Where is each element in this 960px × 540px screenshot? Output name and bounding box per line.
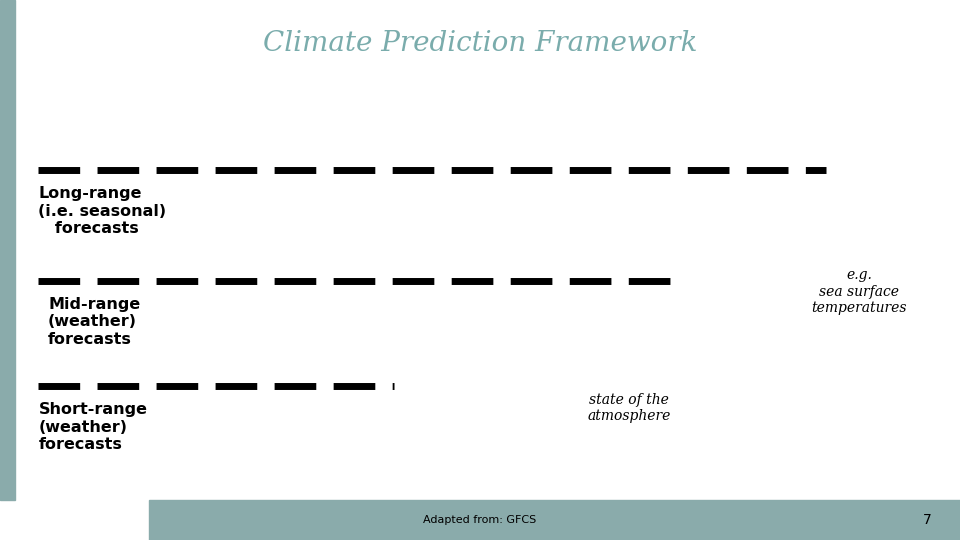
Text: state of the
atmosphere: state of the atmosphere	[588, 393, 670, 423]
Text: Long-range
(i.e. seasonal)
   forecasts: Long-range (i.e. seasonal) forecasts	[38, 186, 166, 236]
Bar	[149, 500, 960, 540]
Text: e.g.
sea surface
temperatures: e.g. sea surface temperatures	[811, 268, 907, 315]
Text: Short-range
(weather)
forecasts: Short-range (weather) forecasts	[38, 402, 148, 452]
Text: 7: 7	[923, 513, 931, 526]
Text: Adapted from: GFCS: Adapted from: GFCS	[423, 515, 537, 525]
Text: Climate Prediction Framework: Climate Prediction Framework	[263, 30, 697, 57]
Bar	[0, 0, 15, 500]
Text: Mid-range
(weather)
forecasts: Mid-range (weather) forecasts	[48, 297, 140, 347]
